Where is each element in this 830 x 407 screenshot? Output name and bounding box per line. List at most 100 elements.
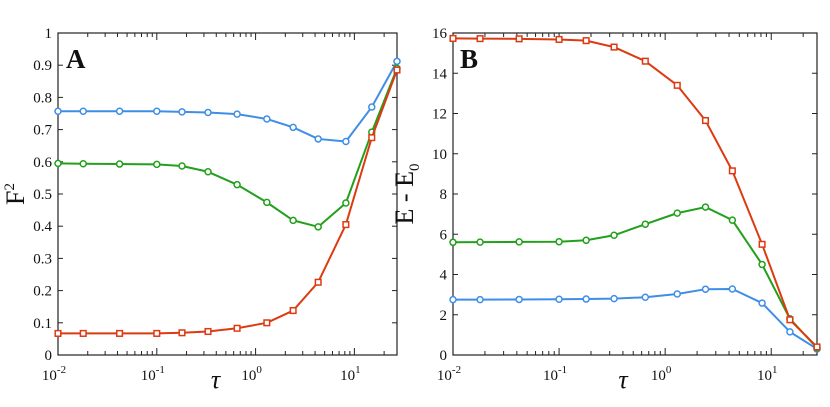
data-point-red [701, 116, 710, 125]
data-point-blue [555, 295, 563, 304]
data-point-green [263, 198, 271, 207]
x-tick-exponent: 1 [355, 364, 361, 376]
data-point-red [289, 307, 297, 315]
data-point-green [758, 260, 766, 269]
data-point-red [610, 43, 618, 51]
y-tick-label-b: 12 [432, 107, 447, 123]
y-tick-label-a: 0.7 [33, 123, 52, 139]
data-point-blue [393, 57, 401, 66]
data-point-red [728, 167, 736, 175]
data-point-blue [314, 135, 322, 143]
y-tick-label-b: 10 [432, 147, 447, 163]
series-green-b [449, 203, 821, 352]
data-point-blue [515, 295, 523, 304]
data-point-red [233, 324, 241, 332]
y-tick-label-b: 14 [432, 66, 448, 82]
data-point-red [758, 240, 766, 248]
x-axis-title-b: τ [618, 365, 629, 394]
x-tick-exponent: -1 [558, 364, 567, 376]
data-point-blue [204, 108, 212, 117]
data-point-red [204, 327, 212, 336]
data-point-green [54, 159, 62, 168]
data-point-green [555, 237, 563, 246]
series-red-a [54, 66, 401, 337]
data-point-blue [673, 290, 681, 298]
data-point-blue [728, 285, 737, 293]
data-point-blue [701, 285, 710, 293]
x-tick-label-a: 101 [340, 364, 361, 384]
data-point-green [314, 223, 322, 231]
y-tick-label-a: 0.9 [33, 58, 52, 74]
series-green-a [54, 64, 401, 231]
data-point-green [342, 199, 350, 207]
data-point-red [476, 35, 484, 43]
data-point-green [476, 238, 484, 246]
data-point-green [178, 162, 186, 170]
data-point-red [582, 37, 590, 45]
data-point-red [116, 329, 124, 337]
series-line-green [452, 206, 818, 349]
data-point-green [582, 236, 590, 245]
series-blue-a [54, 57, 401, 146]
data-point-blue [263, 115, 271, 123]
data-point-blue [178, 108, 186, 116]
x-tick-exponent: 1 [772, 364, 778, 376]
data-point-blue [54, 107, 62, 115]
data-point-red [368, 134, 376, 142]
x-tick-label-a: 10-2 [42, 364, 66, 384]
data-point-green [153, 160, 161, 169]
data-point-blue [476, 295, 484, 304]
panel-letter-b: B [460, 44, 478, 74]
data-point-blue [786, 328, 794, 336]
x-axis-title-a: τ [211, 365, 222, 394]
data-point-green [641, 220, 650, 228]
data-point-green [701, 203, 710, 211]
y-axis-title-b: E - E0 [390, 164, 423, 225]
data-point-blue [449, 295, 457, 304]
y-tick-label-a: 0.1 [33, 316, 52, 332]
data-point-red [555, 35, 563, 43]
x-tick-exponent: 0 [666, 364, 672, 376]
x-tick-label-b: 101 [757, 364, 778, 384]
x-tick-exponent: -1 [156, 364, 165, 376]
x-tick-label-b: 100 [651, 364, 672, 384]
y-axis-title-a: F2 [1, 183, 30, 205]
data-point-red [813, 343, 821, 351]
x-tick-label-b: 10-2 [437, 364, 461, 384]
y-tick-label-b: 4 [440, 268, 448, 284]
y-axis-title-subscript: 0 [407, 164, 423, 172]
data-point-blue [610, 294, 618, 303]
data-point-red [54, 329, 62, 337]
x-tick-label-b: 10-1 [543, 364, 567, 384]
y-axis-title-superscript: 2 [2, 183, 18, 191]
data-point-red [786, 316, 794, 324]
data-point-green [728, 216, 737, 224]
y-tick-label-a: 0.8 [33, 90, 52, 106]
data-point-blue [342, 137, 350, 146]
data-point-green [673, 209, 681, 217]
data-point-blue [233, 110, 241, 118]
y-tick-label-b: 0 [440, 348, 448, 364]
data-point-green [610, 231, 618, 240]
data-point-red [79, 329, 87, 337]
y-tick-label-a: 0.3 [33, 251, 52, 267]
data-point-red [515, 35, 523, 43]
data-point-red [263, 319, 271, 327]
series-line-blue [453, 287, 818, 350]
data-point-red [342, 221, 350, 229]
data-point-green [289, 216, 297, 225]
data-point-blue [582, 295, 590, 303]
y-tick-label-a: 1 [45, 26, 53, 42]
data-point-blue [153, 107, 161, 115]
y-tick-label-a: 0 [45, 348, 53, 364]
data-point-green [79, 159, 87, 168]
x-tick-exponent: -2 [57, 364, 66, 376]
y-tick-label-a: 0.2 [33, 284, 52, 300]
data-point-red [641, 57, 649, 65]
y-tick-label-a: 0.5 [33, 187, 52, 203]
series-red-b [449, 34, 821, 351]
data-point-blue [368, 103, 376, 111]
